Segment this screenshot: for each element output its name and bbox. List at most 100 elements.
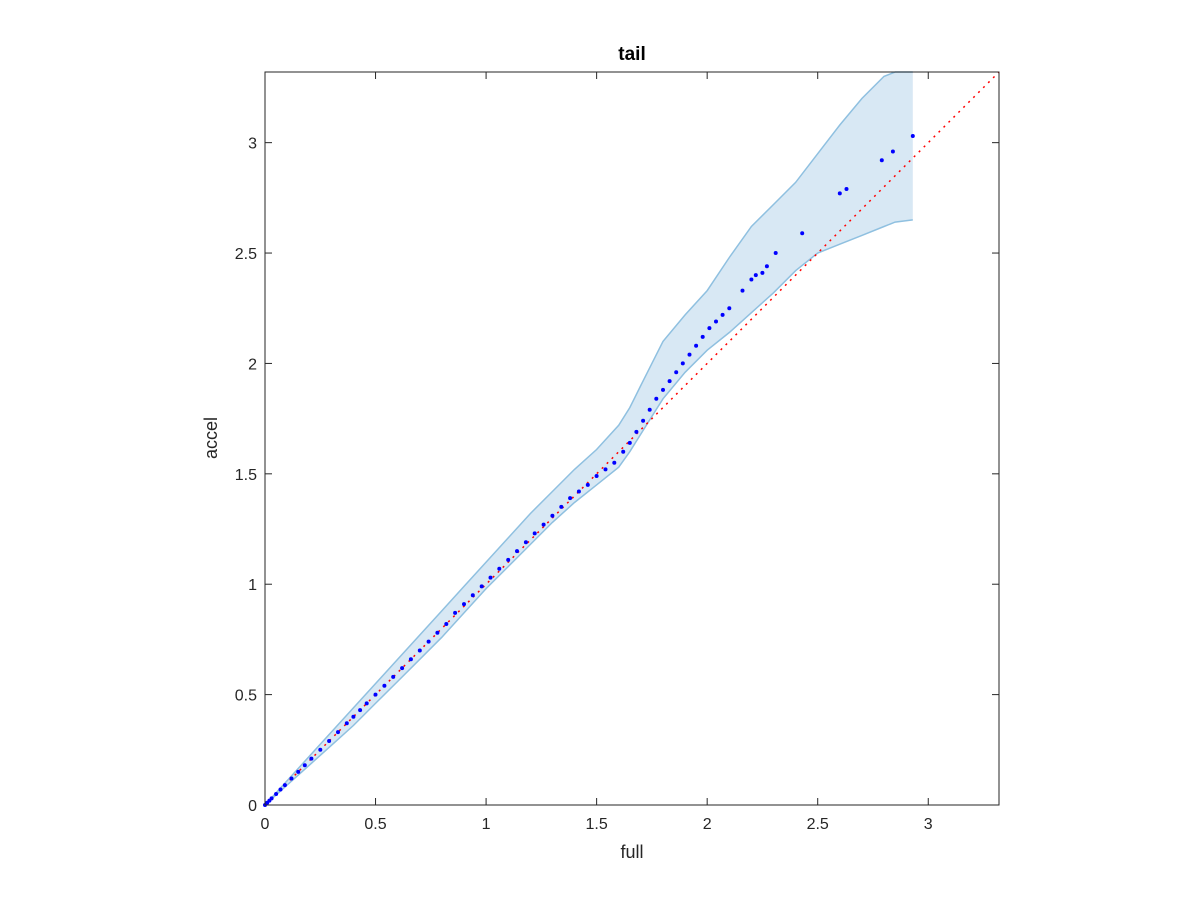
confidence-band [265,72,913,805]
data-point [641,418,646,423]
data-point [844,187,849,191]
data-point [532,531,537,536]
data-point [740,288,745,293]
data-point [358,708,363,713]
data-point [515,549,519,554]
x-tick-label: 1 [482,816,491,833]
data-point [680,361,685,366]
x-tick-label: 2 [703,816,712,833]
y-tick-label: 3 [248,136,257,153]
data-point [773,251,778,255]
data-point [568,496,573,501]
data-point [550,513,555,518]
x-tick-label: 2.5 [807,816,829,833]
data-point [541,522,546,527]
data-point [647,407,652,412]
data-point [373,692,378,697]
reference-line-layer [264,71,1000,806]
y-ticks-layer: 0 0.5 1 1.5 2 2.5 3 [235,136,999,815]
data-point [444,622,449,626]
data-point [269,796,274,801]
data-point [760,270,765,275]
data-point [720,312,725,317]
y-tick-label: 0 [248,798,257,815]
data-point [453,610,458,615]
data-point [661,387,665,392]
data-point [506,557,511,562]
data-point [479,584,484,589]
data-point [910,134,915,138]
data-point [278,787,283,792]
data-point [289,776,294,781]
data-point [497,566,502,571]
y-tick-label: 1 [248,577,257,594]
data-point [694,343,699,348]
data-point [302,763,307,768]
data-point [612,460,617,465]
data-point [585,482,590,487]
data-point [336,730,340,735]
data-point [700,334,705,339]
data-point [400,666,405,671]
data-point [576,489,581,494]
y-tick-label: 2.5 [235,246,257,263]
axes-box [264,71,1000,806]
chart-title: tail [618,44,645,65]
x-tick-label: 0.5 [364,816,386,833]
data-point [879,158,884,163]
data-point [391,674,396,679]
data-point [890,149,895,154]
data-point [282,783,287,788]
data-point [364,701,369,706]
data-point [674,370,679,375]
data-point [470,593,475,598]
data-point [382,683,387,688]
data-point [594,474,599,478]
data-point [749,277,754,282]
data-point [603,467,608,472]
data-point [837,191,842,196]
data-point [687,352,692,357]
y-tick-label: 2 [248,356,257,373]
data-point [296,769,301,774]
data-point [800,231,805,236]
band-upper-edge [264,71,913,806]
x-axis-label: full [620,842,643,862]
x-tick-label: 1.5 [586,816,608,833]
y-axis-label: accel [201,417,221,459]
data-point [351,714,356,719]
x-tick-label: 0 [261,816,270,833]
data-point [523,540,528,545]
data-point [327,739,332,743]
data-point [344,721,349,726]
data-point [621,449,626,454]
data-point [707,326,712,331]
data-point [318,747,323,752]
y-tick-label: 0.5 [235,688,257,705]
data-point [408,657,413,662]
data-point [274,792,279,796]
reference-line [264,71,1000,806]
data-point [309,756,314,761]
data-point [435,630,440,635]
y-tick-label: 1.5 [235,467,257,484]
data-point [634,429,639,434]
data-points-layer [263,134,915,807]
x-tick-label: 3 [924,816,933,833]
data-point [753,273,758,278]
x-ticks-layer: 0 0.5 1 1.5 2 2.5 3 [261,72,933,833]
data-point [462,602,466,607]
data-point [667,379,672,384]
data-point [488,575,493,580]
data-point [627,440,632,445]
data-point [417,648,422,653]
data-point [654,396,659,401]
data-point [714,319,718,324]
band-lower-edge [264,219,913,806]
data-point [426,639,431,644]
data-point [559,504,564,509]
data-point [764,264,769,269]
data-point [727,306,732,311]
confidence-band-layer [264,71,913,806]
